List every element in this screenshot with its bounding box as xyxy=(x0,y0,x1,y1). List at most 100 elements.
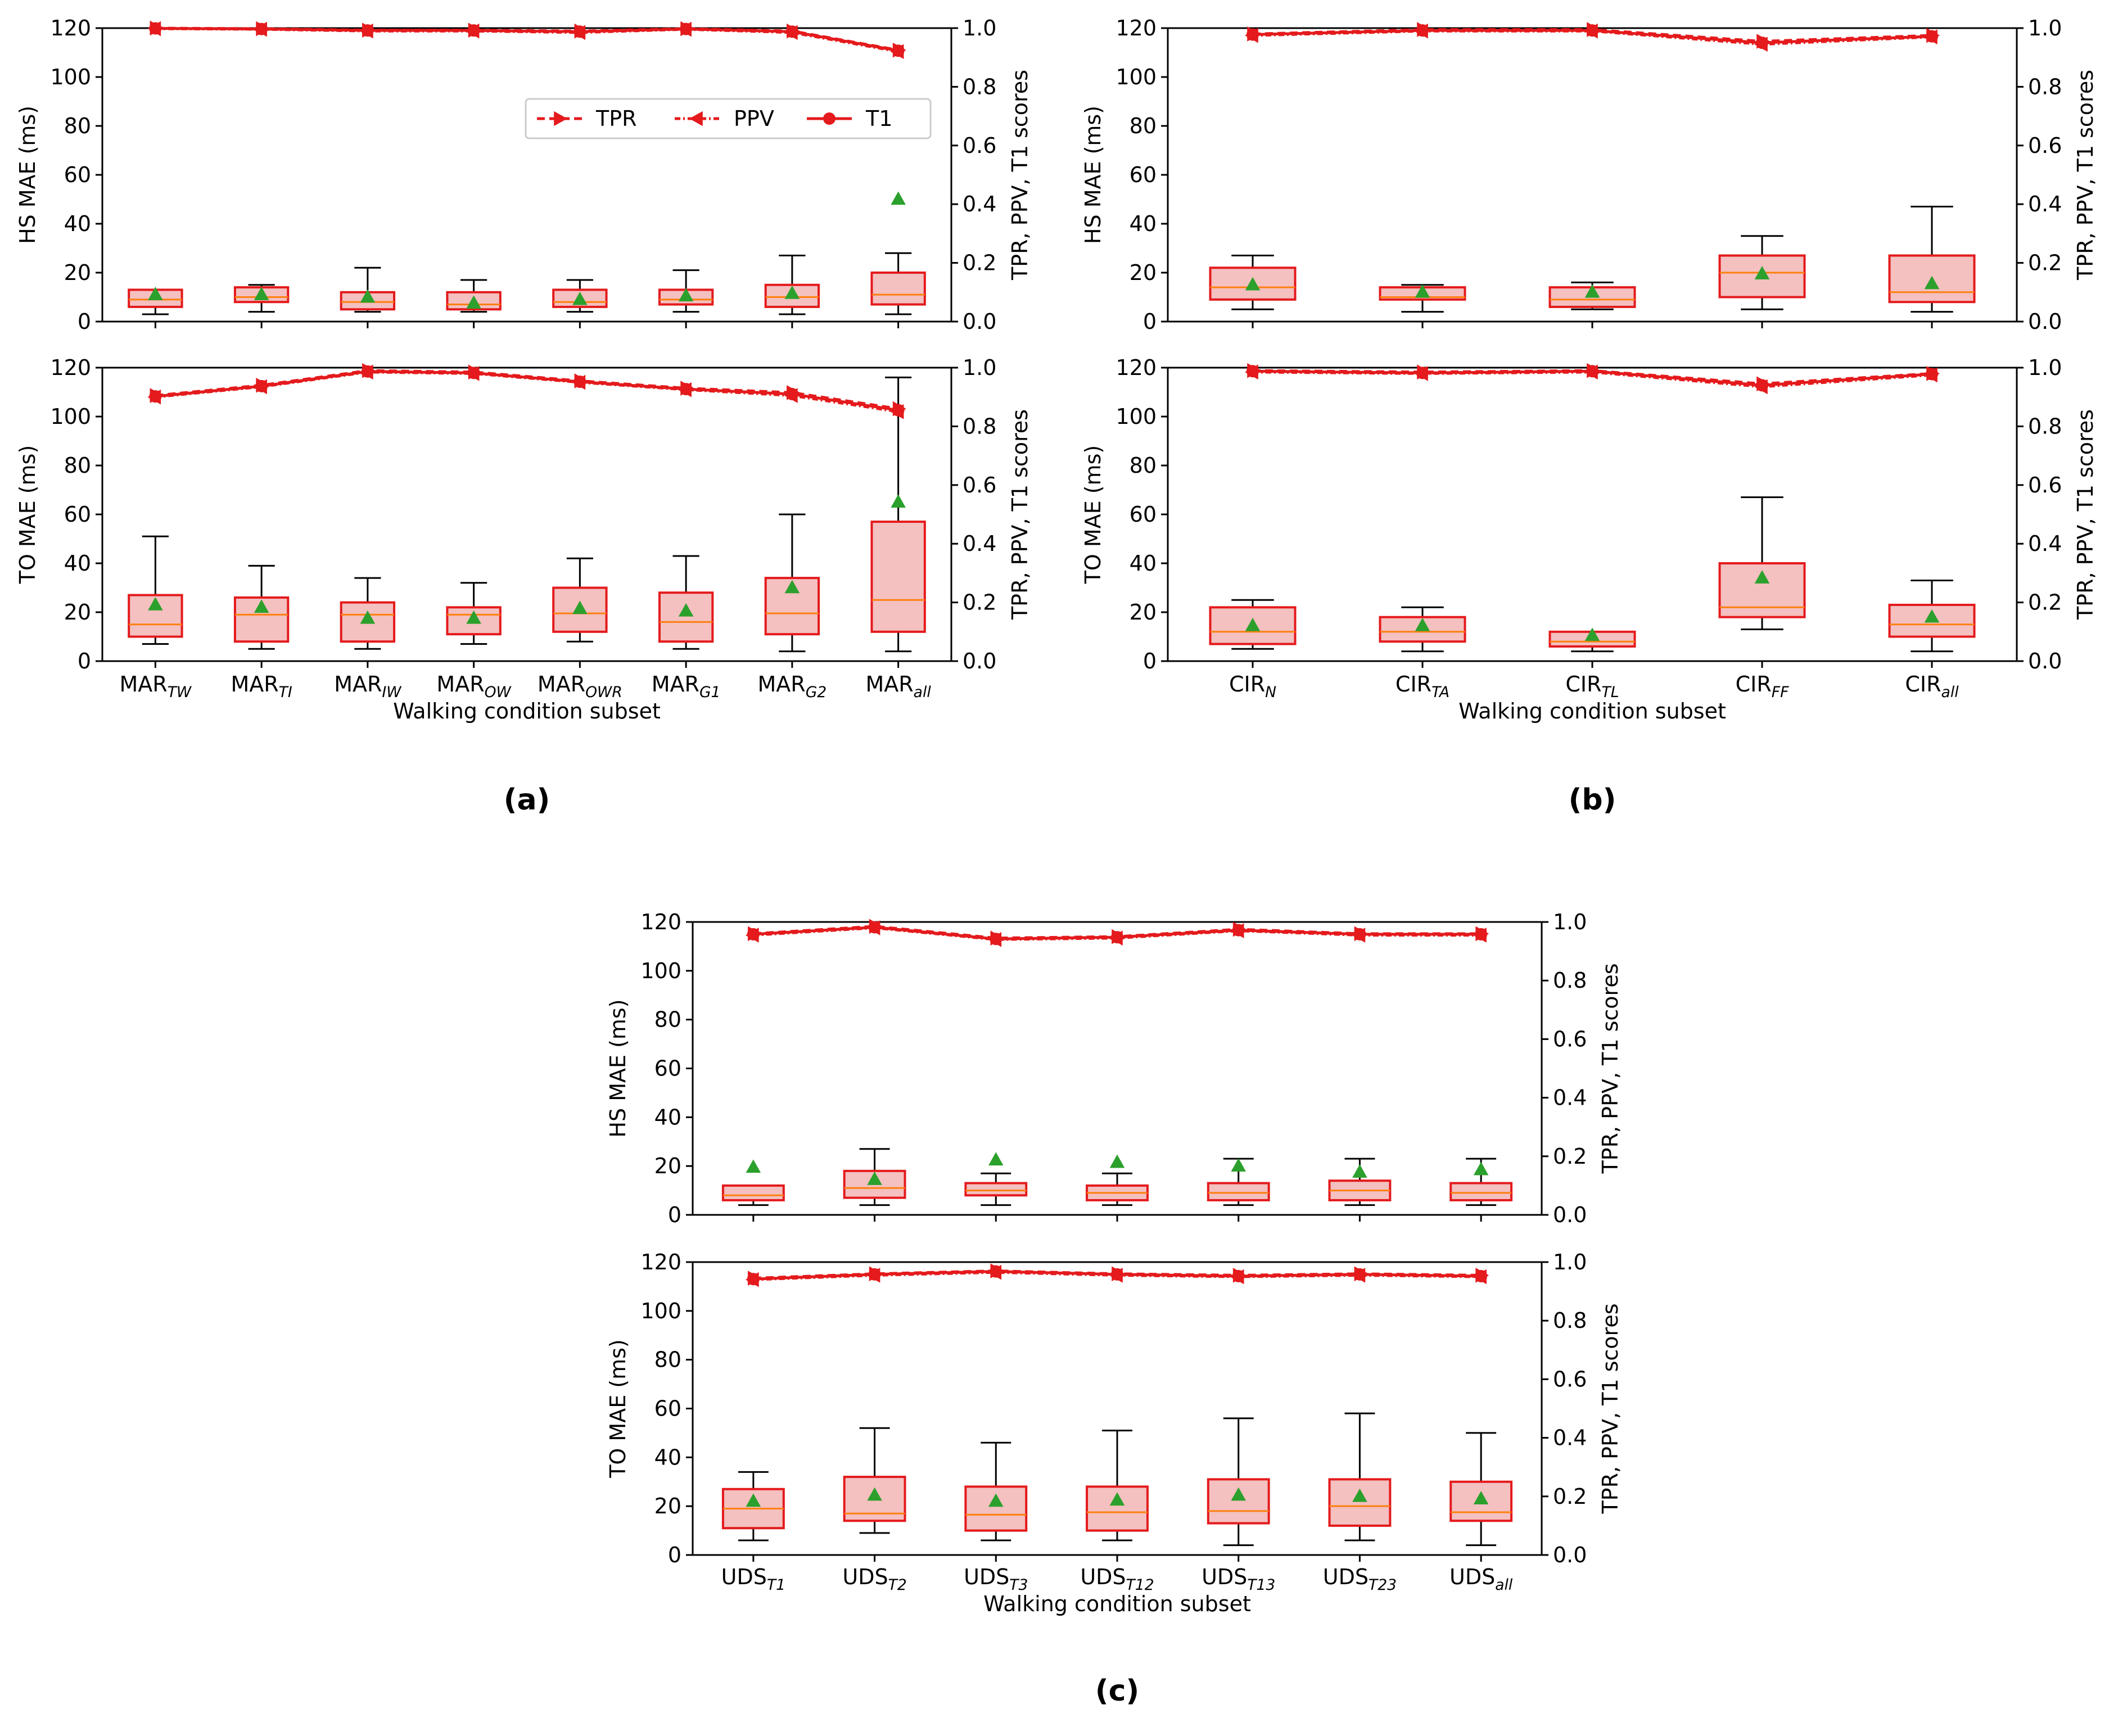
right-ytick-label: 0.8 xyxy=(2028,74,2062,99)
xtick-label: UDST3 xyxy=(964,1565,1028,1594)
boxplot xyxy=(658,269,714,313)
left-ytick-label: 80 xyxy=(1130,453,1157,478)
series-t1-point xyxy=(467,367,480,379)
right-ytick-label: 0.2 xyxy=(1553,1144,1587,1169)
left-ytick-label: 100 xyxy=(1116,65,1157,89)
right-ytick-label: 0.6 xyxy=(963,133,996,158)
iqr-box xyxy=(1328,1478,1392,1527)
series-t1-point xyxy=(680,383,693,396)
boxplot xyxy=(446,582,502,645)
series-t1-point xyxy=(1926,30,1938,43)
left-ylabel: TO MAE (ms) xyxy=(606,1339,630,1479)
mean-marker xyxy=(148,596,163,611)
right-ytick-label: 0.4 xyxy=(1553,1426,1587,1450)
left-ytick-label: 0 xyxy=(1143,649,1157,673)
series-t1-point xyxy=(1475,1270,1488,1283)
boxplot xyxy=(1328,1158,1392,1206)
right-ytick-label: 0.4 xyxy=(963,531,996,556)
boxplot xyxy=(870,376,926,653)
boxplot xyxy=(1449,1158,1513,1206)
right-ytick-label: 0.2 xyxy=(963,251,996,275)
panel-c-caption: (c) xyxy=(1095,1674,1139,1708)
left-ytick-label: 60 xyxy=(64,162,91,187)
series-t1-point xyxy=(149,390,162,403)
xtick-label: CIRall xyxy=(1905,672,1959,701)
boxplot xyxy=(1449,1432,1513,1547)
series-t1-point xyxy=(1353,928,1366,941)
mean-marker xyxy=(466,610,481,624)
boxplot xyxy=(721,1471,785,1541)
iqr-box xyxy=(964,1182,1028,1197)
left-ytick-label: 100 xyxy=(640,1299,681,1323)
mean-marker xyxy=(148,287,163,300)
left-ylabel: HS MAE (ms) xyxy=(15,106,40,244)
series-t1 xyxy=(747,1265,1488,1286)
series-t1-point xyxy=(467,24,480,37)
series-t1-point xyxy=(747,928,760,941)
panel-b-to-chart: 0 20 40 60 80 100 120 0.0 0.2 0.4 0.6 0.8 1.0 TO MAE … xyxy=(1081,355,2098,724)
series-t1-point xyxy=(680,22,693,35)
mean-marker xyxy=(784,285,800,299)
series-t1-point xyxy=(573,25,586,38)
right-ytick-label: 0.0 xyxy=(1553,1543,1587,1567)
mean-marker xyxy=(784,580,800,594)
right-ytick-label: 0.2 xyxy=(963,590,996,615)
series-t1-point xyxy=(1232,924,1245,937)
left-ytick-label: 120 xyxy=(1116,16,1157,40)
axes-frame xyxy=(692,921,1543,1216)
xtick-label: CIRTL xyxy=(1565,672,1619,701)
iqr-box xyxy=(721,1184,785,1201)
x-axis-label: Walking condition subset xyxy=(393,699,661,724)
series-t1-point xyxy=(1247,28,1259,41)
mean-marker xyxy=(1924,275,1940,290)
mean-marker xyxy=(1584,627,1600,641)
right-ytick-label: 0.8 xyxy=(963,414,996,438)
boxplot xyxy=(1379,606,1466,653)
series-t1-point xyxy=(255,22,268,35)
right-ytick-label: 0.8 xyxy=(1553,968,1587,993)
mean-marker xyxy=(678,288,694,302)
x-axis-label: Walking condition subset xyxy=(983,1592,1251,1616)
boxplot xyxy=(843,1427,906,1534)
left-ytick-label: 100 xyxy=(50,404,91,429)
left-ylabel: TO MAE (ms) xyxy=(1081,445,1105,585)
mean-marker xyxy=(678,603,694,617)
left-ytick-label: 40 xyxy=(654,1105,681,1129)
mean-marker xyxy=(254,287,269,300)
mean-marker xyxy=(254,599,269,613)
mean-marker xyxy=(867,1487,882,1501)
xtick-label: MARIW xyxy=(334,672,402,701)
boxplot xyxy=(1209,599,1297,650)
boxplot xyxy=(128,535,183,645)
left-ytick-label: 20 xyxy=(1130,600,1157,625)
boxplot xyxy=(764,255,820,315)
legend-ppv-marker xyxy=(689,111,703,126)
panel-b-hs-chart: 0 20 40 60 80 100 120 0.0 0.2 0.4 0.6 0.8 1.0 HS MAE … xyxy=(1081,16,2098,334)
boxplot xyxy=(1548,627,1636,653)
series-t1-point xyxy=(1475,928,1488,941)
series-t1-point xyxy=(1111,1268,1123,1281)
iqr-box xyxy=(870,272,926,306)
boxplot xyxy=(1086,1154,1149,1206)
series-t1-point xyxy=(1353,1268,1366,1281)
legend-ppv-label: PPV xyxy=(734,106,774,131)
series-t1-point xyxy=(892,44,905,57)
left-ytick-label: 40 xyxy=(64,551,91,576)
panel-a: 0 20 40 60 80 100 120 0.0 0.2 0.4 0.6 0.8 1.0 HS MAE … xyxy=(15,16,1032,817)
xtick-label: MARTI xyxy=(231,672,292,701)
mean-marker xyxy=(1231,1158,1247,1172)
series-t1-point xyxy=(892,404,905,417)
xtick-label: CIRTA xyxy=(1396,672,1449,701)
xtick-label: CIRN xyxy=(1229,672,1276,701)
series-t1-point xyxy=(361,365,374,378)
series-t1-point xyxy=(747,1273,760,1286)
series-t1-point xyxy=(990,933,1002,946)
series-t1-point xyxy=(785,387,798,400)
mean-marker xyxy=(1473,1491,1489,1504)
left-ytick-label: 120 xyxy=(640,910,681,934)
mean-marker xyxy=(1415,284,1430,298)
mean-marker xyxy=(1584,284,1600,298)
boxplot xyxy=(870,191,926,315)
legend-tpr-marker xyxy=(554,111,567,126)
left-ytick-label: 20 xyxy=(654,1154,681,1178)
